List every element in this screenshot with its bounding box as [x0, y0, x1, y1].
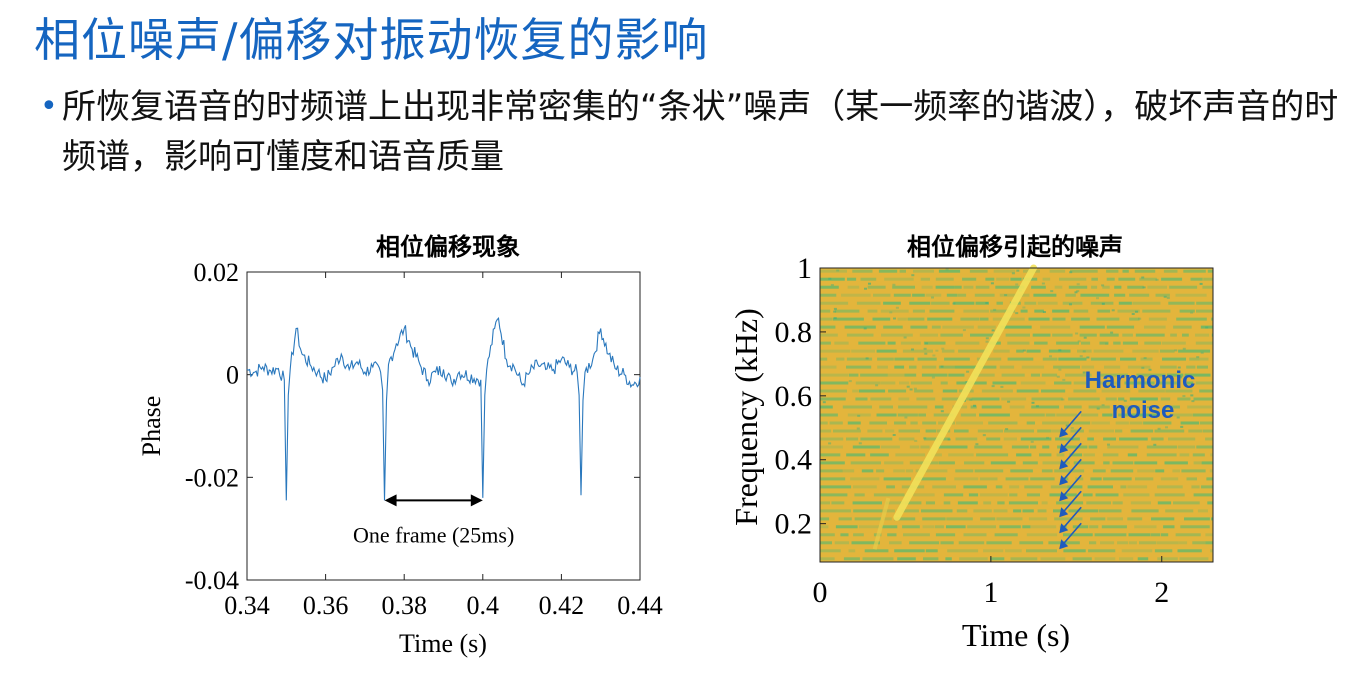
frame-annotation: One frame (25ms) [353, 494, 514, 547]
y-axis-label: Phase [137, 396, 166, 457]
x-tick-label: 0.36 [303, 591, 349, 620]
x-tick-label: 0.44 [617, 591, 663, 620]
y-tick-label: 0.02 [194, 258, 240, 287]
frame-annotation-label: One frame (25ms) [353, 522, 514, 547]
bullet-item: • 所恢复语音的时频谱上出现非常密集的“条状”噪声（某一频率的谐波），破坏声音的… [40, 82, 1340, 182]
plot-frame [246, 271, 641, 581]
y-tick-label: -0.04 [185, 566, 239, 595]
x-axis-label: Time (s) [399, 629, 487, 658]
y-tick-label: 0 [226, 361, 239, 390]
tick-group: 0.34 0.36 0.38 0.4 0.42 0.44 -0.04 -0.02 0 0.02 [185, 258, 663, 620]
x-tick-label: 0.4 [467, 591, 500, 620]
slide-title: 相位噪声/偏移对振动恢复的影响 [34, 13, 709, 67]
x-tick-label: 0.42 [539, 591, 585, 620]
chart-title: 相位偏移现象 [376, 233, 520, 261]
bullet-text: 所恢复语音的时频谱上出现非常密集的“条状”噪声（某一频率的谐波），破坏声音的时频… [62, 87, 1339, 177]
x-tick-label: 0.34 [224, 591, 270, 620]
frame-arrow-head-left [384, 494, 397, 507]
series-group [246, 316, 641, 501]
bullet-marker: • [40, 89, 58, 124]
phase-series-line [246, 316, 641, 501]
y-tick-label: -0.02 [185, 463, 239, 492]
frame-arrow-head-right [470, 494, 483, 507]
x-tick-label: 0.38 [381, 591, 427, 620]
